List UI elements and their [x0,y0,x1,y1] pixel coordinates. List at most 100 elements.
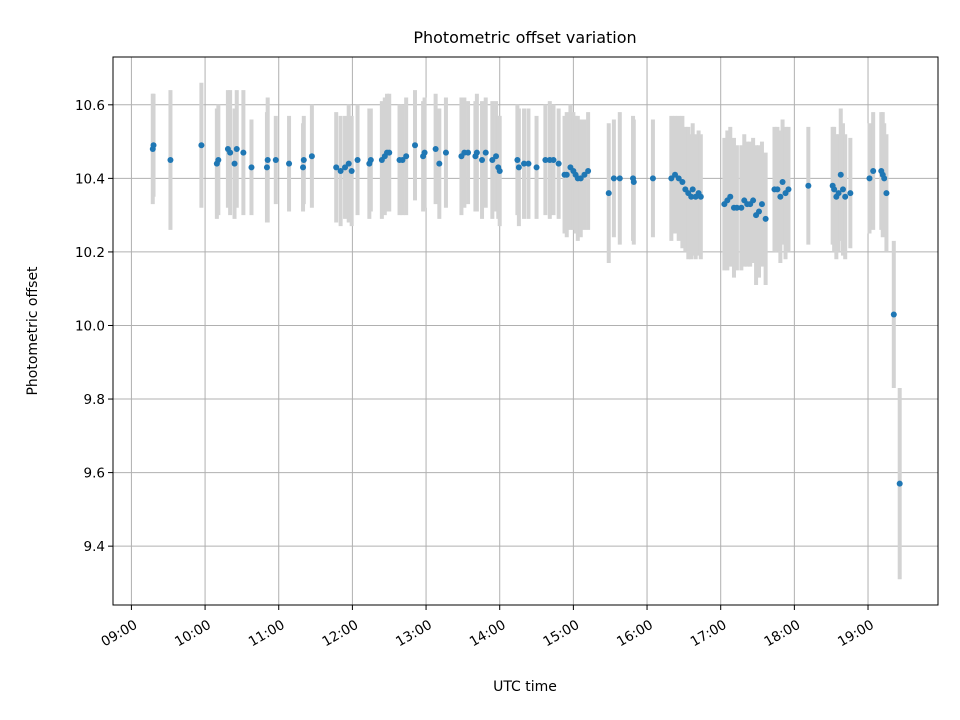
chart-title: Photometric offset variation [413,28,636,47]
data-point [264,156,271,163]
data-point [672,171,679,178]
data-point [308,153,315,160]
data-point [345,160,352,167]
data-point [286,160,293,167]
data-point [697,193,704,200]
data-point [300,164,307,171]
data-point [727,193,734,200]
data-point [890,311,897,318]
data-point [785,186,792,193]
data-point [668,175,675,182]
data-point [835,190,842,197]
data-point [750,197,757,204]
data-point [263,164,270,171]
y-tick-label: 10.2 [75,245,105,261]
data-point [542,156,549,163]
data-point [688,193,695,200]
data-point [300,156,307,163]
data-point [777,193,784,200]
data-point [870,168,877,175]
data-point [227,149,234,156]
data-points [149,142,903,487]
data-point [649,175,656,182]
y-tick-label: 10.4 [75,171,105,187]
data-point [581,171,588,178]
data-point [386,149,393,156]
data-point [831,186,838,193]
data-point [198,142,205,149]
data-point [167,156,174,163]
data-point [412,142,419,149]
data-point [847,190,854,197]
data-point [805,182,812,189]
data-point [521,160,528,167]
data-point [367,156,374,163]
data-point [738,204,745,211]
data-point [248,164,255,171]
data-point [616,175,623,182]
data-point [240,149,247,156]
data-point [605,190,612,197]
data-point [231,160,238,167]
data-point [842,193,849,200]
data-point [689,186,696,193]
data-point [150,142,157,149]
data-point [779,179,786,186]
data-point [585,168,592,175]
data-point [482,149,489,156]
data-point [337,168,344,175]
data-point [675,175,682,182]
data-point [896,480,903,487]
data-point [272,156,279,163]
data-point [515,164,522,171]
data-point [756,208,763,215]
data-point [493,153,500,160]
data-point [348,168,355,175]
y-tick-label: 10.0 [75,318,105,334]
y-tick-label: 9.8 [84,392,105,408]
y-tick-label: 10.6 [75,98,105,114]
data-point [837,171,844,178]
data-point [563,171,570,178]
data-point [473,149,480,156]
data-point [762,215,769,222]
plot-frame [112,56,939,606]
y-tick-label: 9.4 [84,539,105,555]
data-point [354,156,361,163]
y-axis-label: Photometric offset [25,266,41,396]
data-point [525,160,532,167]
x-axis-label: UTC time [493,679,557,695]
data-point [630,179,637,186]
data-point [496,168,503,175]
data-point [679,179,686,186]
data-point [403,153,410,160]
data-point [839,186,846,193]
data-point [436,160,443,167]
data-point [399,156,406,163]
data-point [514,156,521,163]
data-point [421,149,428,156]
data-point [215,156,222,163]
data-point [533,164,540,171]
y-tick-label: 9.6 [84,466,105,482]
data-point [550,156,557,163]
data-point [489,156,496,163]
data-point [479,156,486,163]
data-point [883,190,890,197]
data-point [774,186,781,193]
data-point [465,149,472,156]
data-point [866,175,873,182]
data-point [233,145,240,152]
data-point [577,175,584,182]
data-point [432,145,439,152]
data-point [733,204,740,211]
data-point [758,201,765,208]
data-point [610,175,617,182]
data-point [555,160,562,167]
data-point [333,164,340,171]
data-point [342,164,349,171]
data-point [881,175,888,182]
data-point [442,149,449,156]
